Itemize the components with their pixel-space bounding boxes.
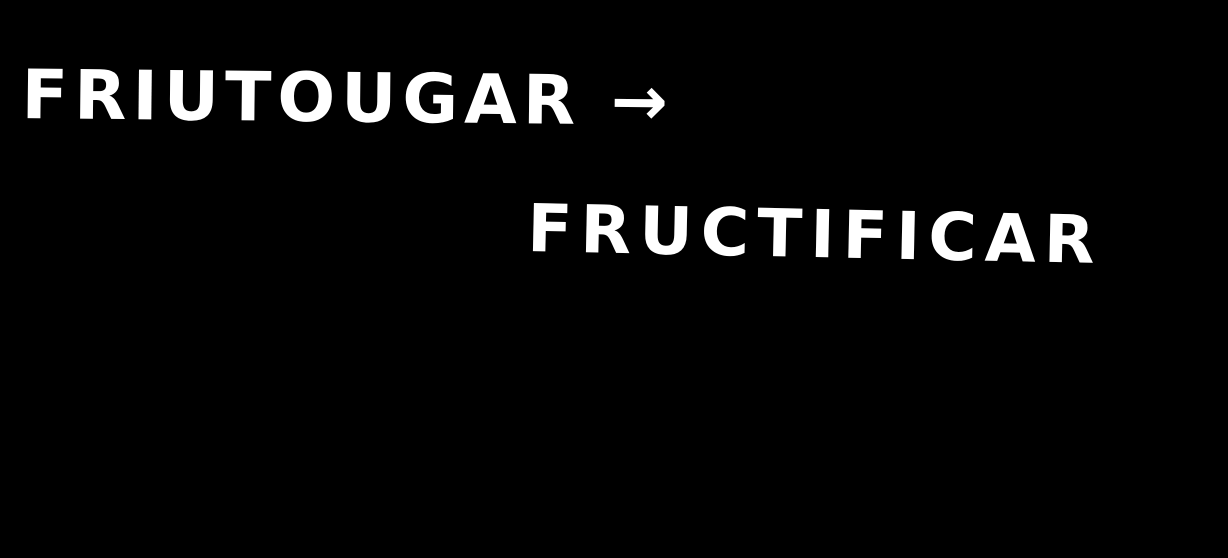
handwritten-word-line-2: FRUCTIFICAR (526, 190, 1104, 280)
handwritten-word-line-1: FRIUTOUGAR → (21, 56, 675, 142)
